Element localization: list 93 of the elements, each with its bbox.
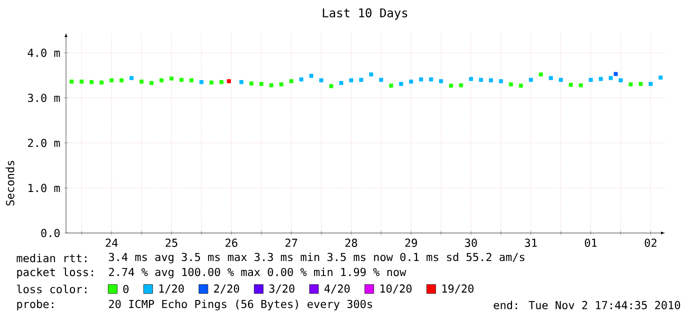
point [349,78,354,82]
point [658,76,663,80]
text: 3.4 ms avg 3.5 ms max 3.3 ms min 3.5 ms now 0.1 ms sd 55.2 am/s [108,252,524,264]
point [449,84,454,88]
y-tick-label: 1.0 m [28,184,60,192]
legend-label: 1/20 [159,284,184,294]
point [588,78,593,82]
point [289,79,294,84]
point [359,78,364,82]
point [488,78,493,82]
y-tick-label: 0.0 [41,228,60,238]
point [269,83,274,88]
point [518,84,523,88]
point [309,74,314,78]
point [80,80,84,84]
point [409,80,414,84]
point [628,82,633,86]
point [339,81,344,85]
point [478,78,483,82]
x-tick-label: 30 [465,238,477,247]
y-tick-label: 4.0 m [28,48,60,57]
point [189,78,194,82]
point [140,80,144,84]
point [568,82,573,87]
point [439,79,444,84]
point [638,82,643,86]
x-tick-label: 29 [405,238,417,247]
point [90,80,94,84]
point [239,80,244,84]
point [279,82,284,86]
point [169,76,174,80]
point [179,78,184,82]
text: end: Tue Nov 2 17:44:35 2010 [494,300,680,310]
legend-label: 3/20 [269,284,294,294]
point [329,84,334,88]
point [100,80,104,85]
point [399,82,404,86]
y-tick-label: 2.0 m [28,138,60,148]
legend-label: 19/20 [442,284,474,294]
point [508,82,513,86]
x-tick-label: 24 [106,238,118,247]
point [648,82,653,86]
point [608,76,613,80]
legend-label: 2/20 [214,284,240,294]
point [150,81,154,85]
legend-label: 4/20 [324,284,350,294]
text: median rtt: [16,254,86,262]
point [70,80,74,84]
x-tick-label: 02 [644,238,656,247]
text: probe: [17,300,54,310]
point [199,80,204,84]
point [379,78,384,82]
point [389,84,394,88]
point [319,78,324,82]
point [468,76,473,81]
point [110,78,114,82]
point [459,83,464,88]
legend-label: 10/20 [380,284,412,294]
y-axis-title: Seconds [6,160,14,206]
point [130,76,134,80]
point [598,76,603,81]
point [548,76,553,80]
point [299,77,304,82]
point [429,77,434,82]
x-tick-label: 27 [285,238,298,247]
text: 2.74 % avg 100.00 % max 0.00 % min 1.99 % now [109,268,406,278]
legend-label: 0 [123,284,129,294]
point [618,78,623,82]
chart-title: Last 10 Days [322,8,408,20]
point [614,72,618,76]
point [419,77,424,82]
point [120,78,124,82]
point [249,81,254,86]
point [558,78,563,82]
text: 20 ICMP Echo Pings (56 Bytes) every 300s [109,300,372,310]
point [528,78,533,82]
point [259,82,264,86]
y-tick-label: 3.0 m [28,94,60,102]
point [226,79,231,84]
x-tick-label: 31 [525,238,537,247]
point [160,78,164,82]
point [578,83,583,88]
legend-title: loss color: [17,284,86,294]
x-tick-label: 01 [584,238,597,247]
point [219,80,224,84]
point [369,72,374,76]
x-tick-label: 26 [226,238,238,247]
text: packet loss: [17,268,94,278]
x-tick-label: 25 [166,238,178,247]
point [538,72,543,76]
x-tick-label: 28 [345,238,358,247]
point [209,80,214,85]
point [498,79,503,84]
